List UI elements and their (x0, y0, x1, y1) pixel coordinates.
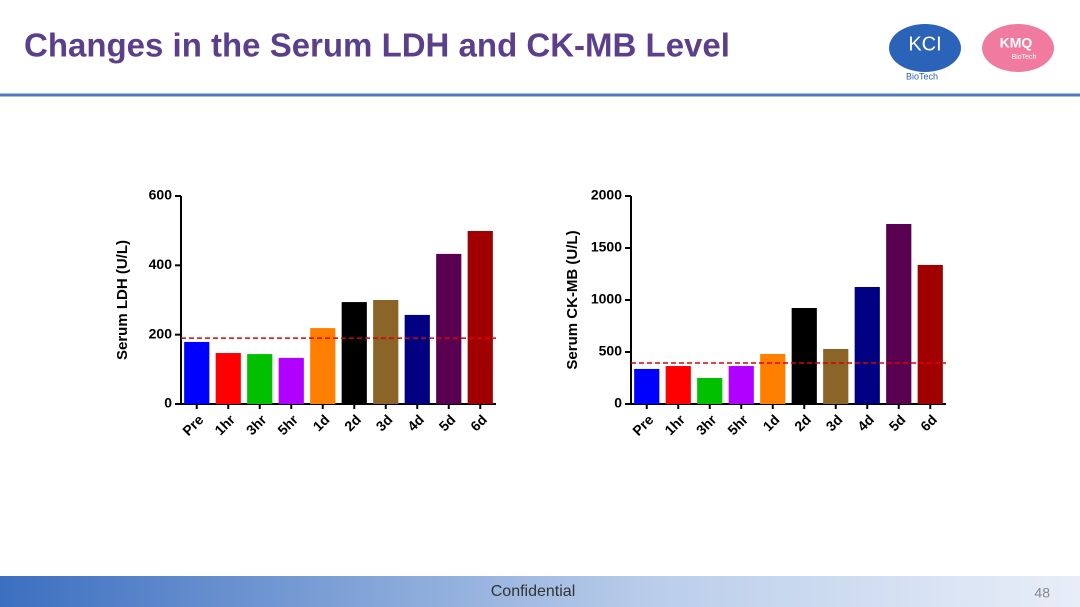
logo-sub: BioTech (1012, 54, 1037, 61)
logo-shape (982, 24, 1054, 72)
bar (886, 223, 912, 404)
bar (404, 314, 430, 404)
bar (634, 368, 660, 404)
logo-sub: BioTech (906, 71, 938, 81)
y-axis-label: Serum CK-MB (U/L) (564, 230, 581, 369)
y-tick-label: 0 (164, 395, 172, 411)
footer-text: Confidential (491, 583, 576, 600)
bar (341, 302, 367, 404)
bar (215, 353, 241, 404)
bar (697, 378, 723, 404)
bar (278, 357, 304, 404)
y-axis-label: Serum LDH (U/L) (114, 240, 131, 360)
bar (436, 253, 462, 404)
page-number: 48 (1034, 585, 1050, 601)
bar (728, 366, 754, 404)
slide-title: Changes in the Serum LDH and CK-MB Level (24, 27, 730, 64)
y-tick-label: 2000 (591, 187, 622, 203)
logo-name: KCI (908, 33, 941, 55)
y-tick-label: 600 (149, 187, 173, 203)
bar (791, 308, 817, 404)
footer-bar (0, 576, 1080, 607)
bar (184, 341, 210, 404)
logo-kmq: KMQ BioTech (982, 24, 1054, 72)
logo-kci: KCI BioTech (889, 24, 961, 81)
logo-name: KMQ (1000, 35, 1033, 51)
bar (854, 287, 880, 404)
bar (247, 354, 273, 404)
y-tick-label: 1000 (591, 291, 622, 307)
y-tick-label: 500 (599, 343, 623, 359)
y-tick-label: 0 (614, 395, 622, 411)
y-tick-label: 1500 (591, 239, 622, 255)
bar (917, 264, 943, 404)
bar (760, 353, 786, 404)
bar (310, 328, 336, 404)
bar (665, 366, 691, 404)
bar (823, 348, 849, 404)
bar (373, 300, 399, 404)
y-tick-label: 200 (149, 325, 173, 341)
bar (467, 231, 493, 404)
logo-shape (889, 24, 961, 72)
y-tick-label: 400 (149, 256, 173, 272)
